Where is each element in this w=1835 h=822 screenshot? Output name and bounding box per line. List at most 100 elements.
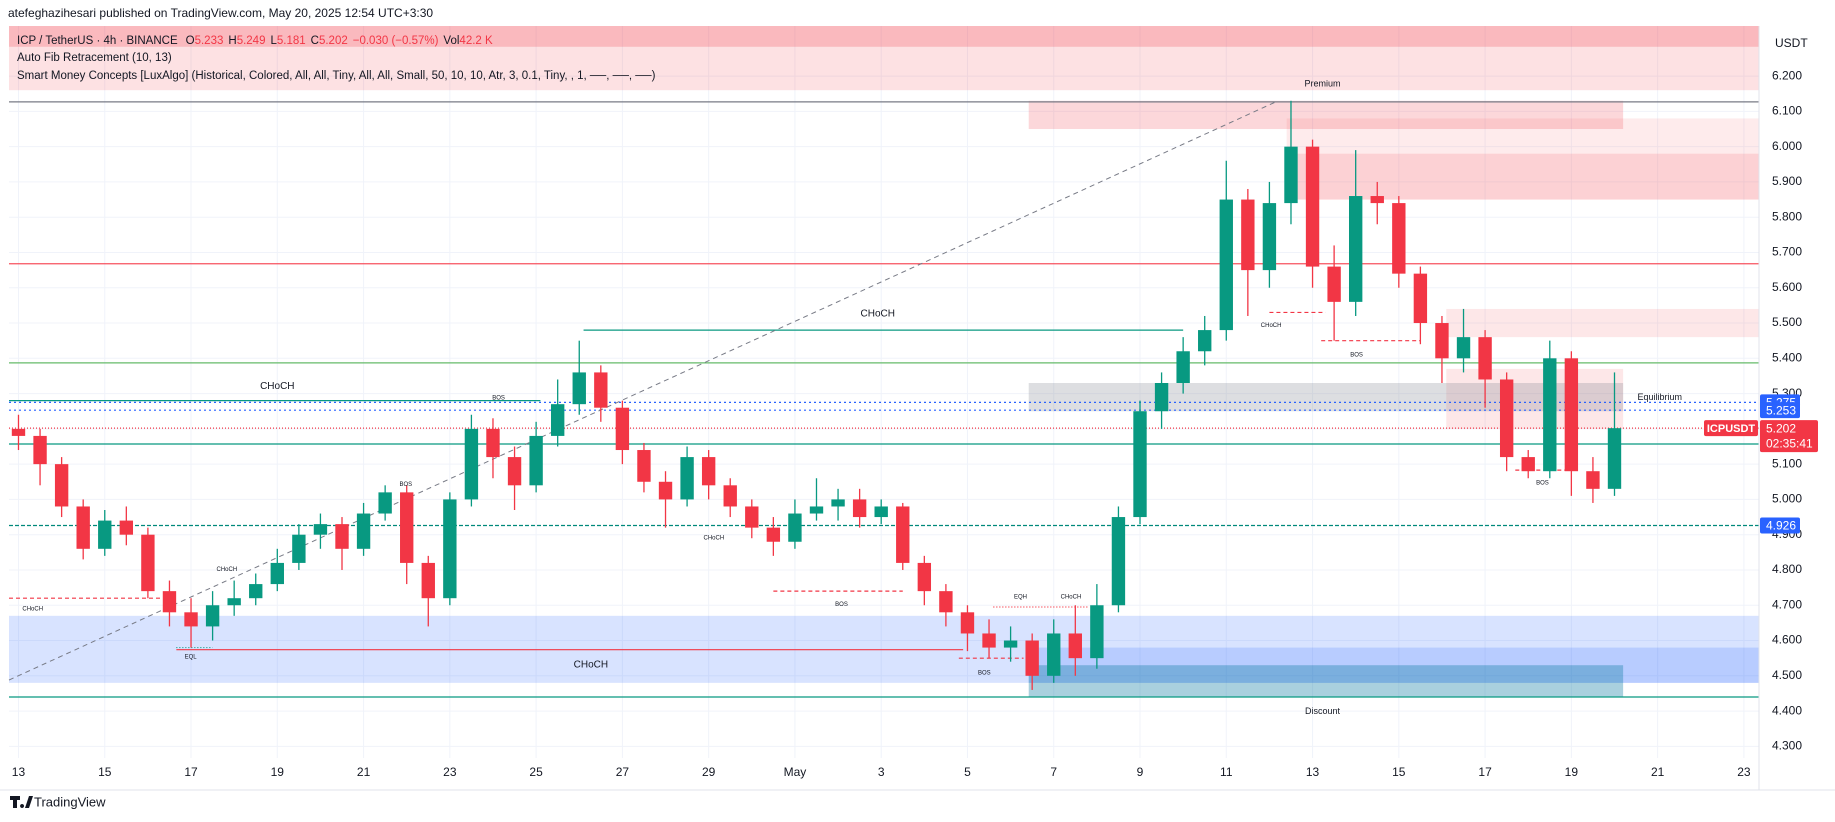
candle-body (1586, 471, 1600, 489)
candle-body (443, 499, 457, 599)
annotation: BOS (978, 671, 991, 677)
x-tick-label: 25 (529, 765, 543, 779)
y-tick-label: 6.100 (1772, 104, 1802, 118)
candle-body (1219, 199, 1233, 331)
x-tick-label: May (784, 765, 807, 779)
zone (1028, 665, 1624, 697)
annotation: CHoCH (703, 535, 724, 541)
legend-value: 42.2 K (459, 35, 493, 47)
candle-body (788, 513, 802, 542)
y-tick-label: 5.100 (1772, 456, 1802, 470)
candle-body (1133, 411, 1147, 518)
candle-body (960, 612, 975, 634)
y-tick-label: 6.200 (1772, 68, 1802, 82)
zone (1286, 118, 1759, 200)
candle-body (852, 499, 867, 518)
x-tick-label: 9 (1137, 765, 1144, 779)
candle-body (982, 633, 996, 648)
symbol-badge-label: ICPUSDT (1707, 423, 1756, 435)
y-tick-label: 4.800 (1772, 562, 1802, 576)
candle-body (701, 457, 716, 486)
y-tick-label: 4.700 (1772, 597, 1802, 611)
candle-body (464, 428, 479, 500)
x-tick-label: 11 (1220, 765, 1233, 779)
y-tick-label: 5.000 (1772, 492, 1802, 506)
symbol-badge (1704, 420, 1758, 437)
candle-body (400, 492, 414, 563)
legend-symbol: ICP / TetherUS · 4h · BINANCE (17, 35, 178, 47)
candle-body (1607, 428, 1622, 489)
candle-body (1176, 351, 1190, 384)
legend-value: 5.202 (319, 35, 348, 47)
logo-icon (10, 796, 33, 808)
y-tick-label: 4.300 (1772, 739, 1802, 753)
candle-body (313, 524, 328, 535)
annotation: CHoCH (1061, 595, 1082, 601)
candle-body (1499, 379, 1514, 458)
annotation: EQL (185, 654, 198, 660)
y-tick-label: 4.400 (1772, 703, 1802, 717)
indicator-label: Smart Money Concepts [LuxAlgo] (Historic… (17, 70, 656, 82)
x-tick-label: 29 (702, 765, 716, 779)
annotation: Premium (1304, 79, 1340, 89)
candle-body (1521, 457, 1535, 472)
annotation: CHoCH (216, 567, 237, 573)
zone (1446, 308, 1759, 338)
candle-body (1003, 640, 1018, 648)
legend-value: 5.233 (195, 35, 224, 47)
zone (1028, 383, 1624, 412)
indicator-label: Auto Fib Retracement (10, 13) (17, 52, 172, 64)
zone (1028, 100, 1624, 130)
candle-body (76, 506, 90, 549)
x-tick-label: 21 (1651, 765, 1665, 779)
candle-body (658, 481, 673, 500)
candle-body (54, 464, 69, 507)
candle-body (1154, 383, 1169, 412)
candle-body (1305, 146, 1320, 267)
candle-body (1413, 273, 1428, 324)
annotation: CHoCH (260, 381, 294, 392)
candle-body (33, 435, 47, 465)
y-tick-label: 6.000 (1772, 139, 1802, 153)
candle-body (356, 513, 371, 549)
x-tick-label: 17 (184, 765, 198, 779)
annotation: BOS (835, 602, 848, 608)
candle-body (119, 520, 134, 535)
currency: USDT (1775, 36, 1808, 50)
legend-value: 5.181 (277, 35, 306, 47)
x-tick-label: 19 (1565, 765, 1579, 779)
last-price-label: 5.202 (1766, 421, 1796, 435)
candle-body (1025, 640, 1039, 676)
price-badge-label: 5.253 (1766, 403, 1796, 417)
annotation: CHoCH (574, 660, 608, 671)
candle-body (1456, 337, 1471, 359)
x-tick-label: 17 (1478, 765, 1492, 779)
candle-body (1047, 633, 1061, 676)
candle-body (205, 605, 220, 627)
candle-body (227, 598, 241, 606)
countdown-label: 02:35:41 (1766, 436, 1813, 450)
price-badge-label: 4.926 (1766, 519, 1796, 533)
x-tick-label: 21 (357, 765, 371, 779)
legend-key: L (270, 35, 277, 47)
price-badge (1760, 517, 1800, 534)
zone (9, 46, 1759, 91)
candle-body (378, 492, 392, 514)
y-tick-label: 5.800 (1772, 209, 1802, 223)
candle-body (1564, 358, 1579, 472)
annotation: BOS (400, 482, 413, 488)
x-tick-label: 13 (1306, 765, 1320, 779)
x-tick-label: 27 (616, 765, 630, 779)
candle-body (1241, 199, 1255, 271)
candle-body (594, 372, 608, 408)
candle-body (1262, 203, 1277, 271)
candle-body (98, 520, 112, 549)
last-price-badge (1760, 420, 1818, 453)
candle-body (486, 428, 500, 458)
y-tick-label: 4.500 (1772, 668, 1802, 682)
annotation: BOS (1350, 352, 1363, 358)
candle-body (507, 457, 522, 486)
legend-key: H (228, 35, 236, 47)
candle-body (917, 562, 932, 592)
